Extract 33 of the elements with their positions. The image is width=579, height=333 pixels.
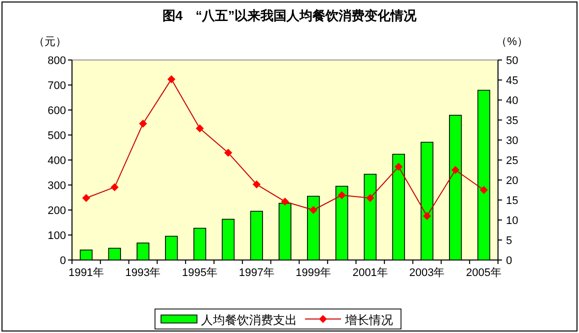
chart-title: 图4 “八五”以来我国人均餐饮消费变化情况 xyxy=(162,8,418,23)
y2-tick-label: 15 xyxy=(506,195,518,207)
y2-tick-label: 45 xyxy=(506,75,518,87)
y-axis-title: （元） xyxy=(34,36,66,48)
y2-tick-label: 10 xyxy=(506,215,518,227)
y2-tick-label: 50 xyxy=(506,55,518,67)
y2-tick-label: 40 xyxy=(506,95,518,107)
x-tick-label: 1997年 xyxy=(238,267,274,279)
x-tick-label: 1999年 xyxy=(296,267,332,279)
y2-tick-label: 0 xyxy=(506,255,512,267)
y-tick-label: 700 xyxy=(48,80,66,92)
y2-tick-label: 30 xyxy=(506,135,518,147)
y-tick-label: 0 xyxy=(60,255,66,267)
y-tick-label: 400 xyxy=(48,155,66,167)
x-tick-label: 2001年 xyxy=(352,267,388,279)
y2-tick-label: 25 xyxy=(506,155,518,167)
y-tick-label: 500 xyxy=(48,130,66,142)
legend-label: 人均餐饮消费支出 xyxy=(201,313,297,327)
y-tick-label: 800 xyxy=(48,55,66,67)
x-tick-label: 1995年 xyxy=(182,267,218,279)
x-tick-label: 1991年 xyxy=(68,267,104,279)
y2-axis-title: （%） xyxy=(496,36,528,48)
x-tick-label: 1993年 xyxy=(125,267,161,279)
y-tick-label: 200 xyxy=(48,205,66,217)
y-tick-label: 300 xyxy=(48,180,66,192)
y-tick-label: 100 xyxy=(48,230,66,242)
x-tick-label: 2003年 xyxy=(409,267,445,279)
x-tick-label: 2005年 xyxy=(466,267,502,279)
legend-label: 增长情况 xyxy=(344,313,393,327)
y-tick-label: 600 xyxy=(48,105,66,117)
y2-tick-label: 35 xyxy=(506,115,518,127)
y2-tick-label: 20 xyxy=(506,175,518,187)
y2-tick-label: 5 xyxy=(506,235,512,247)
